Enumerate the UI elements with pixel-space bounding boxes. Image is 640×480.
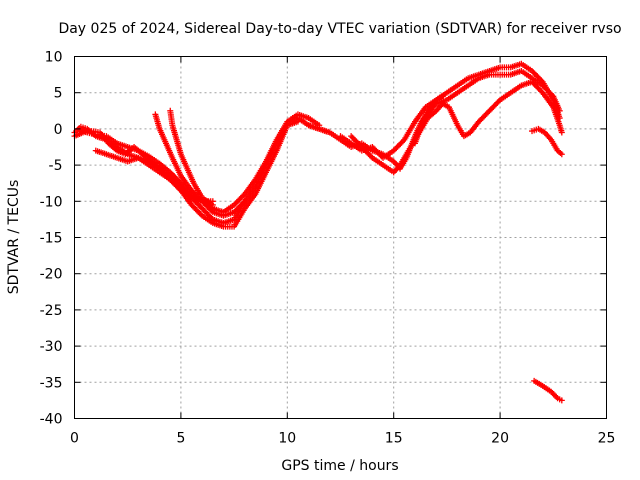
y-tick-label: -15 bbox=[40, 231, 63, 247]
data-series bbox=[71, 60, 565, 404]
series-track-6 bbox=[167, 107, 216, 208]
y-tick-label: -40 bbox=[40, 412, 63, 428]
data-point bbox=[558, 151, 565, 158]
y-axis-label: SDTVAR / TECUs bbox=[6, 180, 22, 295]
y-tick-label: -30 bbox=[40, 339, 63, 355]
x-tick-label: 15 bbox=[385, 431, 403, 447]
y-tick-label: 10 bbox=[45, 50, 63, 66]
data-point bbox=[209, 201, 216, 208]
x-tick-label: 5 bbox=[176, 431, 185, 447]
y-tick-label: -20 bbox=[40, 267, 63, 283]
data-point bbox=[241, 198, 248, 205]
x-tick-label: 0 bbox=[70, 431, 79, 447]
y-tick-label: 0 bbox=[54, 122, 63, 138]
x-tick-label: 20 bbox=[491, 431, 509, 447]
series-track-8 bbox=[337, 60, 563, 161]
data-point-interp bbox=[553, 393, 560, 400]
y-tick-label: 5 bbox=[54, 86, 63, 102]
x-axis-ticks: 0 5 10 15 20 25 bbox=[70, 56, 616, 447]
series-track-5 bbox=[152, 111, 248, 219]
y-tick-label: -5 bbox=[49, 158, 63, 174]
series-track-10 bbox=[411, 93, 446, 147]
series-track-12 bbox=[531, 377, 565, 404]
x-tick-label: 10 bbox=[278, 431, 296, 447]
y-tick-label: -25 bbox=[40, 303, 63, 319]
chart-title: Day 025 of 2024, Sidereal Day-to-day VTE… bbox=[58, 21, 621, 37]
data-point bbox=[294, 118, 301, 125]
y-axis-ticks: 10 5 0 -5 -10 -15 -20 -25 -30 -35 -40 bbox=[40, 50, 607, 428]
series-track-9 bbox=[348, 78, 565, 176]
x-axis-label: GPS time / hours bbox=[281, 458, 398, 474]
data-point bbox=[558, 129, 565, 136]
y-tick-label: -10 bbox=[40, 194, 63, 210]
grid-lines bbox=[74, 56, 607, 419]
series-track-11 bbox=[529, 125, 565, 158]
data-point bbox=[439, 93, 446, 100]
y-tick-label: -35 bbox=[40, 375, 63, 391]
data-point bbox=[558, 397, 565, 404]
x-tick-label: 25 bbox=[598, 431, 616, 447]
series-track-3 bbox=[75, 111, 323, 216]
